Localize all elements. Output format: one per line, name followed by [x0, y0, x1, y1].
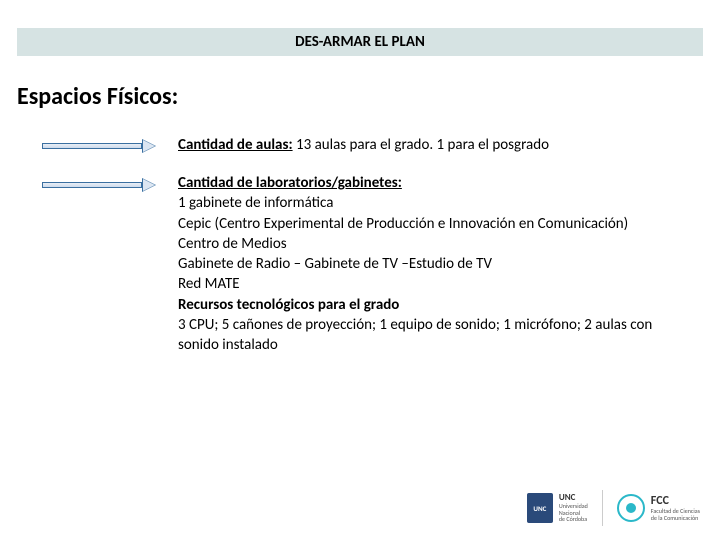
arrow-icon	[42, 178, 162, 192]
footer-logos: UNC UNC Universidad Nacional de Córdoba …	[527, 490, 700, 526]
item-text: 13 aulas para el grado. 1 para el posgra…	[293, 136, 549, 154]
unc-badge-icon: UNC	[527, 493, 553, 523]
item-line: 3 CPU; 5 cañones de proyección; 1 equipo…	[178, 315, 673, 356]
fcc-text: FCC Facultad de Ciencias de la Comunicac…	[651, 495, 700, 521]
list-item: Cantidad de aulas: 13 aulas para el grad…	[178, 135, 673, 155]
item-line: Centro de Medios	[178, 234, 673, 254]
list-item: Cantidad de laboratorios/gabinetes: 1 ga…	[178, 173, 673, 355]
banner: DES-ARMAR EL PLAN	[17, 28, 703, 56]
divider	[602, 490, 603, 526]
unc-logo: UNC UNC Universidad Nacional de Córdoba	[527, 493, 588, 523]
item-heading: Cantidad de aulas:	[178, 136, 293, 154]
fcc-line: de la Comunicación	[651, 515, 700, 522]
item-line: Gabinete de Radio – Gabinete de TV –Estu…	[178, 254, 673, 274]
arrow-icon	[42, 139, 162, 153]
banner-title: DES-ARMAR EL PLAN	[295, 33, 425, 51]
section-title: Espacios Físicos:	[17, 82, 178, 111]
item-line: 1 gabinete de informática	[178, 193, 673, 213]
fcc-icon	[617, 494, 645, 522]
item-line: Red MATE	[178, 274, 673, 294]
fcc-logo: FCC Facultad de Ciencias de la Comunicac…	[617, 494, 700, 522]
unc-line: de Córdoba	[559, 516, 588, 523]
unc-text: UNC Universidad Nacional de Córdoba	[559, 493, 588, 523]
item-heading: Cantidad de laboratorios/gabinetes:	[178, 174, 402, 192]
item-line: Cepic (Centro Experimental de Producción…	[178, 214, 673, 234]
item-subheading: Recursos tecnológicos para el grado	[178, 296, 399, 314]
